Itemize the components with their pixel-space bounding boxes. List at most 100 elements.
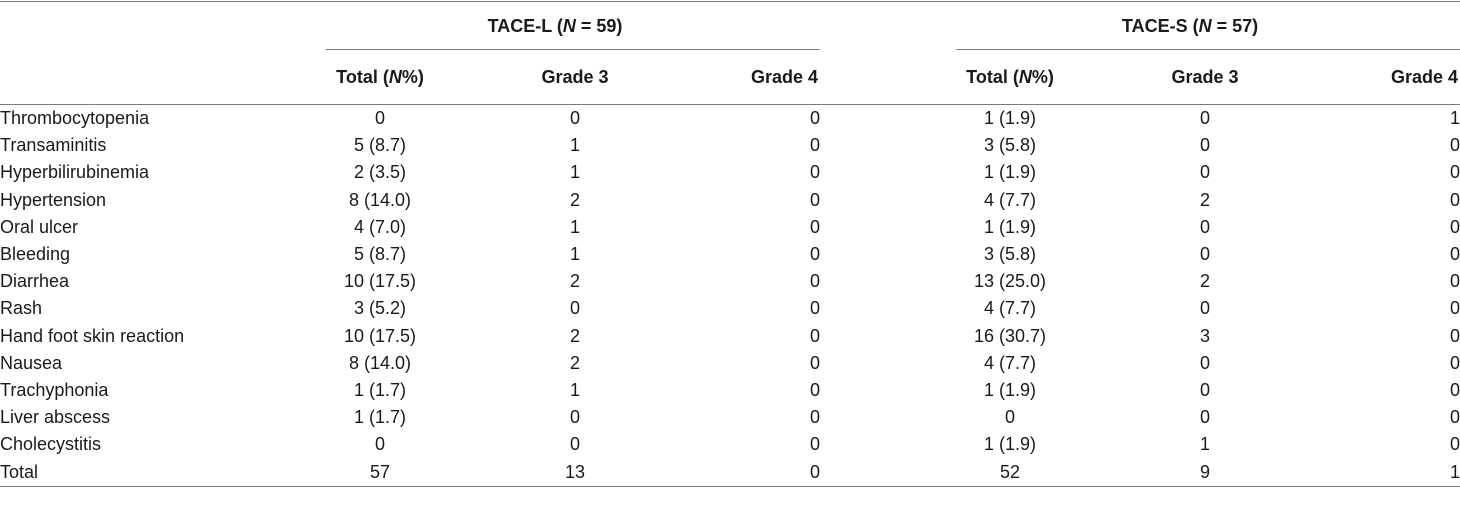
table-row: Cholecystitis 0 0 0 1 (1.9) 1 0 — [0, 431, 1460, 458]
cell-l-grade4: 0 — [809, 135, 820, 156]
row-name: Transaminitis — [0, 135, 107, 156]
subheader-s-total-prefix: Total ( — [966, 66, 1019, 87]
cell-s-total: 3 (5.8) — [983, 135, 1037, 156]
cell-l-grade4: 0 — [809, 271, 820, 292]
cell-s-grade3: 0 — [1199, 162, 1210, 183]
cell-l-grade3: 0 — [569, 298, 580, 319]
cell-s-total: 4 (7.7) — [983, 298, 1037, 319]
table-row: Hand foot skin reaction 10 (17.5) 2 0 16 (30… — [0, 323, 1460, 350]
cell-s-grade3: 3 — [1199, 325, 1210, 346]
table-row: Rash 3 (5.2) 0 0 4 (7.7) 0 0 — [0, 295, 1460, 322]
row-name: Hypertension — [0, 189, 107, 210]
cell-gap — [820, 214, 920, 241]
row-name: Rash — [0, 298, 43, 319]
cell-l-grade4: 0 — [809, 244, 820, 265]
adverse-events-table: TACE-L (N = 59) TACE-S (N = 57) Total (N… — [0, 2, 1460, 487]
cell-s-grade4: 0 — [1450, 434, 1460, 455]
cell-s-grade3: 0 — [1199, 244, 1210, 265]
cell-l-grade4: 0 — [809, 216, 820, 237]
subheader-l-total-suffix: %) — [401, 66, 424, 87]
subheader-s-grade3: Grade 3 — [1100, 50, 1310, 105]
table-row: Thrombocytopenia 0 0 0 1 (1.9) 0 1 — [0, 105, 1460, 133]
subheader-s-total: Total (N%) — [920, 50, 1100, 105]
row-name: Thrombocytopenia — [0, 108, 150, 129]
cell-l-grade3: 1 — [569, 162, 580, 183]
cell-s-grade4: 0 — [1450, 325, 1460, 346]
table-row: Total 57 13 0 52 9 1 — [0, 458, 1460, 487]
cell-s-grade4: 0 — [1450, 162, 1460, 183]
cell-s-grade4: 0 — [1450, 135, 1460, 156]
cell-l-grade4: 0 — [809, 352, 820, 373]
cell-l-grade3: 0 — [569, 434, 580, 455]
cell-s-total: 0 — [1004, 407, 1015, 428]
cell-l-grade3: 2 — [569, 325, 580, 346]
cell-s-grade3: 0 — [1199, 407, 1210, 428]
table-row: Transaminitis 5 (8.7) 1 0 3 (5.8) 0 0 — [0, 132, 1460, 159]
cell-l-grade3: 2 — [569, 352, 580, 373]
cell-s-grade4: 0 — [1450, 216, 1460, 237]
table-row: Bleeding 5 (8.7) 1 0 3 (5.8) 0 0 — [0, 241, 1460, 268]
cell-l-total: 57 — [290, 458, 470, 487]
cell-l-grade4: 0 — [809, 298, 820, 319]
cell-l-grade4: 0 — [809, 434, 820, 455]
cell-s-grade3: 9 — [1100, 458, 1310, 487]
cell-s-grade4: 0 — [1450, 298, 1460, 319]
cell-s-grade3: 1 — [1199, 434, 1210, 455]
empty-header-cell — [0, 2, 290, 50]
cell-s-grade4: 1 — [1450, 108, 1460, 129]
row-name: Liver abscess — [0, 407, 111, 428]
cell-l-total: 8 (14.0) — [348, 352, 412, 373]
cell-gap — [820, 159, 920, 186]
cell-s-total: 1 (1.9) — [983, 216, 1037, 237]
cell-gap — [820, 268, 920, 295]
subheader-s-total-suffix: %) — [1031, 66, 1054, 87]
cell-gap — [820, 187, 920, 214]
cell-l-total: 1 (1.7) — [353, 407, 407, 428]
cell-gap — [820, 404, 920, 431]
table-body: Thrombocytopenia 0 0 0 1 (1.9) 0 1 Transaminiti… — [0, 105, 1460, 487]
cell-l-total: 10 (17.5) — [343, 325, 417, 346]
cell-l-total: 8 (14.0) — [348, 189, 412, 210]
cell-gap — [820, 295, 920, 322]
cell-s-total: 1 (1.9) — [983, 379, 1037, 400]
group-right-prefix: TACE-S ( — [1121, 15, 1199, 36]
cell-l-grade3: 13 — [470, 458, 680, 487]
empty-subheader-cell — [0, 50, 290, 105]
gap-subheader-cell — [820, 50, 920, 105]
cell-l-total: 0 — [374, 108, 385, 129]
cell-gap — [820, 323, 920, 350]
cell-s-grade3: 0 — [1199, 298, 1210, 319]
row-name: Cholecystitis — [0, 434, 102, 455]
group-header-row: TACE-L (N = 59) TACE-S (N = 57) — [0, 2, 1460, 50]
cell-l-grade4: 0 — [809, 407, 820, 428]
cell-s-total: 1 (1.9) — [983, 162, 1037, 183]
cell-l-grade3: 1 — [569, 216, 580, 237]
group-left-prefix: TACE-L ( — [487, 15, 563, 36]
cell-l-grade4: 0 — [809, 108, 820, 129]
cell-l-total: 5 (8.7) — [353, 244, 407, 265]
cell-s-grade3: 0 — [1199, 379, 1210, 400]
cell-s-grade3: 0 — [1199, 108, 1210, 129]
cell-gap — [820, 350, 920, 377]
cell-l-grade3: 0 — [569, 407, 580, 428]
cell-s-grade4: 0 — [1450, 244, 1460, 265]
cell-s-total: 4 (7.7) — [983, 352, 1037, 373]
cell-l-total: 0 — [374, 434, 385, 455]
cell-s-total: 16 (30.7) — [973, 325, 1047, 346]
group-left-suffix: = 59) — [575, 15, 623, 36]
row-name: Total — [0, 458, 290, 487]
cell-l-total: 3 (5.2) — [353, 298, 407, 319]
row-name: Hand foot skin reaction — [0, 325, 185, 346]
group-left-n-var: N — [562, 15, 576, 36]
cell-l-grade4: 0 — [809, 162, 820, 183]
top-rule — [0, 1, 1460, 2]
cell-l-total: 1 (1.7) — [353, 379, 407, 400]
group-right-suffix: = 57) — [1211, 15, 1259, 36]
cell-l-total: 10 (17.5) — [343, 271, 417, 292]
cell-l-grade4: 0 — [809, 379, 820, 400]
cell-gap — [820, 431, 920, 458]
row-name: Diarrhea — [0, 271, 70, 292]
cell-s-total: 1 (1.9) — [983, 434, 1037, 455]
cell-l-grade3: 0 — [569, 108, 580, 129]
subheader-s-grade4: Grade 4 — [1310, 50, 1460, 105]
